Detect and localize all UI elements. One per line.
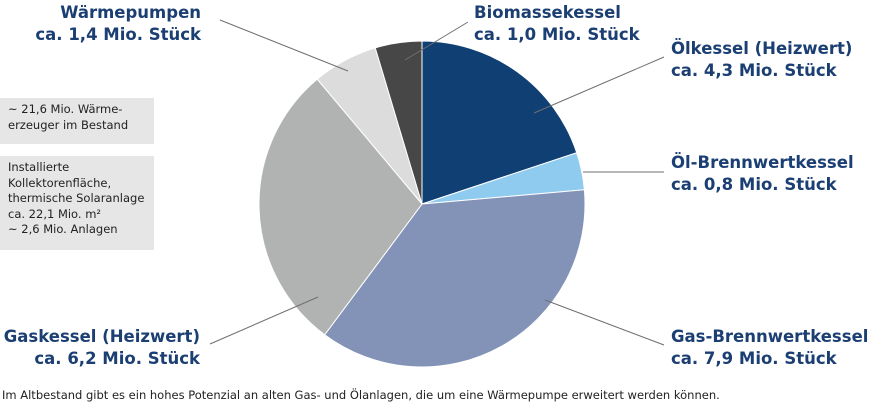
- caption: Im Altbestand gibt es ein hohes Potenzia…: [2, 388, 720, 402]
- info-line: Kollektorenfläche,: [8, 175, 112, 190]
- leader-line-gaskessel: [209, 296, 319, 345]
- info-line: Installierte: [8, 160, 70, 174]
- label-gas-brennwert: Gas-Brennwertkessel ca. 7,9 Mio. Stück: [671, 326, 868, 370]
- pie-slice-gas-brennwert: [323, 189, 586, 368]
- pie-slice-gaskessel: [258, 78, 423, 336]
- leader-line-waermepumpen: [219, 19, 349, 72]
- leader-line-oelkessel: [533, 56, 665, 114]
- info-line: thermische Solaranlage: [8, 191, 145, 205]
- slice-label-name: Öl-Brennwertkessel: [671, 153, 854, 172]
- slice-label-name: Ölkessel (Heizwert): [671, 39, 853, 58]
- slice-label-count: ca. 4,3 Mio. Stück: [671, 61, 837, 80]
- leader-line-gas-brennwert: [544, 299, 665, 346]
- slice-label-count: ca. 7,9 Mio. Stück: [671, 349, 837, 368]
- label-biomasse: Biomassekessel ca. 1,0 Mio. Stück: [474, 2, 640, 46]
- label-oel-brennwert: Öl-Brennwertkessel ca. 0,8 Mio. Stück: [671, 152, 854, 196]
- info-box-solar: Installierte Kollektorenfläche, thermisc…: [0, 156, 154, 250]
- info-line: ~ 2,6 Mio. Anlagen: [8, 222, 118, 236]
- slice-label-count: ca. 0,8 Mio. Stück: [671, 175, 837, 194]
- pie-slice-biomasse: [374, 40, 423, 205]
- label-oelkessel: Ölkessel (Heizwert) ca. 4,3 Mio. Stück: [671, 38, 852, 82]
- info-line: erzeuger im Bestand: [8, 117, 129, 132]
- label-waermepumpen: Wärmepumpen ca. 1,4 Mio. Stück: [35, 2, 201, 46]
- info-box-stock: ~ 21,6 Mio. Wärme- erzeuger im Bestand: [0, 98, 154, 144]
- slice-label-name: Gas-Brennwertkessel: [671, 327, 869, 346]
- info-line: ~ 21,6 Mio. Wärme-: [8, 102, 123, 116]
- slice-label-name: Gaskessel (Heizwert): [3, 327, 200, 346]
- label-gaskessel: Gaskessel (Heizwert) ca. 6,2 Mio. Stück: [4, 326, 200, 370]
- slice-label-count: ca. 6,2 Mio. Stück: [34, 349, 200, 368]
- slice-label-name: Biomassekessel: [474, 3, 621, 22]
- slice-label-count: ca. 1,0 Mio. Stück: [474, 25, 640, 44]
- info-line: ca. 22,1 Mio. m²: [8, 206, 102, 221]
- slice-label-count: ca. 1,4 Mio. Stück: [35, 25, 201, 44]
- pie-slice-oelkessel: [421, 40, 578, 205]
- slice-label-name: Wärmepumpen: [60, 3, 201, 22]
- leader-line-biomasse: [404, 21, 469, 61]
